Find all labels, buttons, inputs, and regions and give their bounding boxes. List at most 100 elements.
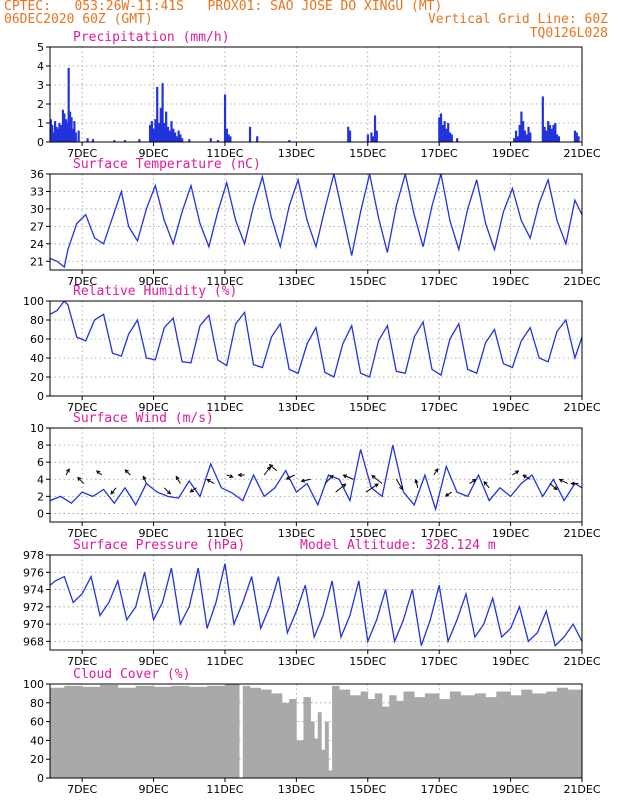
cloud-area-step	[403, 691, 415, 778]
wind-arrow-shaft	[124, 469, 131, 476]
precip-xtick-label: 13DEC	[278, 147, 315, 160]
temp-frame	[49, 173, 583, 271]
wind-ytick-label: 2	[37, 490, 44, 503]
wind-arrow-head	[229, 474, 234, 479]
cloud-area-step	[324, 721, 329, 778]
precip-bar	[165, 111, 168, 142]
cloud-area-step	[474, 693, 486, 778]
cloud-area-step	[389, 695, 397, 778]
precip-bar	[123, 140, 127, 142]
wind-ytick-label: 10	[30, 422, 44, 435]
pres-xtick-label: 17DEC	[421, 655, 458, 668]
wind-arrow-head	[558, 478, 564, 483]
precip-bar	[513, 138, 516, 142]
cloud-area-step	[374, 693, 383, 778]
pres-ytick-label: 974	[23, 584, 44, 597]
precip-bar	[71, 128, 75, 142]
wind-arrow-head	[471, 478, 477, 483]
cloud-area-step	[532, 693, 547, 778]
cloud-xtick-label: 9DEC	[138, 783, 168, 796]
precip-bar	[575, 132, 578, 142]
precip-bar	[172, 128, 175, 142]
pres-title: Surface Pressure (hPa)	[73, 538, 245, 553]
wind-arrow-head	[175, 475, 180, 481]
pres-xtick-label: 13DEC	[278, 655, 315, 668]
wind-arrow-head	[65, 468, 70, 473]
precip-bar	[523, 130, 527, 142]
precip-bar	[370, 132, 373, 142]
wind-arrow-shaft	[142, 476, 147, 484]
wind-arrow-head	[329, 474, 334, 480]
precip-bar	[67, 67, 70, 142]
precip-xtick-label: 9DEC	[138, 147, 168, 160]
cloud-area-step	[82, 686, 101, 778]
wind-arrow-shaft	[522, 474, 531, 480]
precip-bar	[229, 136, 232, 142]
cloud-area-step	[271, 693, 283, 778]
wind-arrow-head	[553, 486, 558, 491]
cloud-xtick-label: 17DEC	[421, 783, 458, 796]
wind-xtick-label: 21DEC	[563, 527, 600, 540]
cloud-area-step	[332, 685, 340, 778]
wind-xtick-label: 19DEC	[492, 527, 529, 540]
cloud-area-step	[296, 740, 304, 778]
precip-bar	[154, 119, 157, 142]
pres-ytick-label: 976	[23, 566, 44, 579]
precip-bar	[216, 140, 220, 142]
wind-arrow-shaft	[445, 491, 452, 497]
wind-frame	[49, 427, 583, 523]
wind-arrow-head	[522, 474, 527, 479]
precip-bar	[179, 134, 182, 142]
precip-title: Precipitation (mm/h)	[73, 30, 230, 45]
precip-ytick-label: 3	[37, 79, 44, 92]
wind-arrow-shaft	[65, 468, 70, 476]
precip-bar	[63, 113, 66, 142]
wind-arrow-head	[189, 488, 194, 493]
precip-bar	[366, 134, 369, 142]
wind-arrow-head	[77, 476, 82, 482]
precip-bar	[348, 130, 352, 142]
precip-bar	[529, 132, 532, 142]
precip-ytick-label: 0	[37, 136, 44, 149]
wind-arrow-shaft	[206, 479, 215, 484]
precip-bar	[543, 126, 546, 142]
precip-ytick-label: 4	[37, 60, 44, 73]
rh-xtick-label: 11DEC	[206, 401, 243, 414]
cloud-area-step	[50, 687, 65, 778]
precip-bar	[556, 134, 559, 142]
rh-ytick-label: 100	[23, 295, 44, 308]
cloud-area-step	[249, 687, 261, 778]
precip-bar	[223, 94, 227, 142]
wind-ytick-label: 0	[37, 507, 44, 520]
precip-bar	[150, 121, 153, 142]
precip-bar	[188, 139, 191, 142]
precip-bar	[163, 123, 166, 142]
pres-xtick-label: 9DEC	[138, 655, 168, 668]
cloud-ytick-label: 60	[30, 716, 44, 729]
header-run-date: 06DEC2020 60Z (GMT)	[4, 12, 153, 27]
wind-arrow-head	[371, 474, 376, 479]
temp-ytick-label: 33	[30, 185, 44, 198]
cloud-area-step	[424, 693, 440, 778]
cloud-area-step	[360, 691, 369, 778]
temp-xtick-label: 17DEC	[421, 275, 458, 288]
wind-arrow-head	[110, 490, 115, 495]
precip-bar	[177, 130, 180, 142]
cloud-area-step	[207, 685, 226, 778]
wind-arrow-head	[166, 490, 172, 495]
wind-arrow-head	[300, 478, 306, 483]
wind-arrow-shaft	[301, 478, 311, 482]
precip-bar	[170, 121, 173, 142]
precip-bar	[159, 107, 162, 142]
rh-ytick-label: 40	[30, 352, 44, 365]
wind-arrow-head	[570, 481, 575, 486]
precip-bar	[527, 126, 530, 142]
cloud-panel: 0 20 40 60 80 100 7DEC 9DEC 11DEC 13DEC 15DEC 17DEC…	[23, 667, 601, 796]
wind-arrow-shaft	[269, 464, 278, 472]
temp-xtick-label: 9DEC	[138, 275, 168, 288]
precip-bar	[156, 86, 159, 142]
precip-bar	[443, 121, 446, 142]
cloud-area-step	[496, 691, 511, 778]
cloud-area-step	[485, 697, 497, 778]
cloud-area-step	[396, 700, 404, 778]
